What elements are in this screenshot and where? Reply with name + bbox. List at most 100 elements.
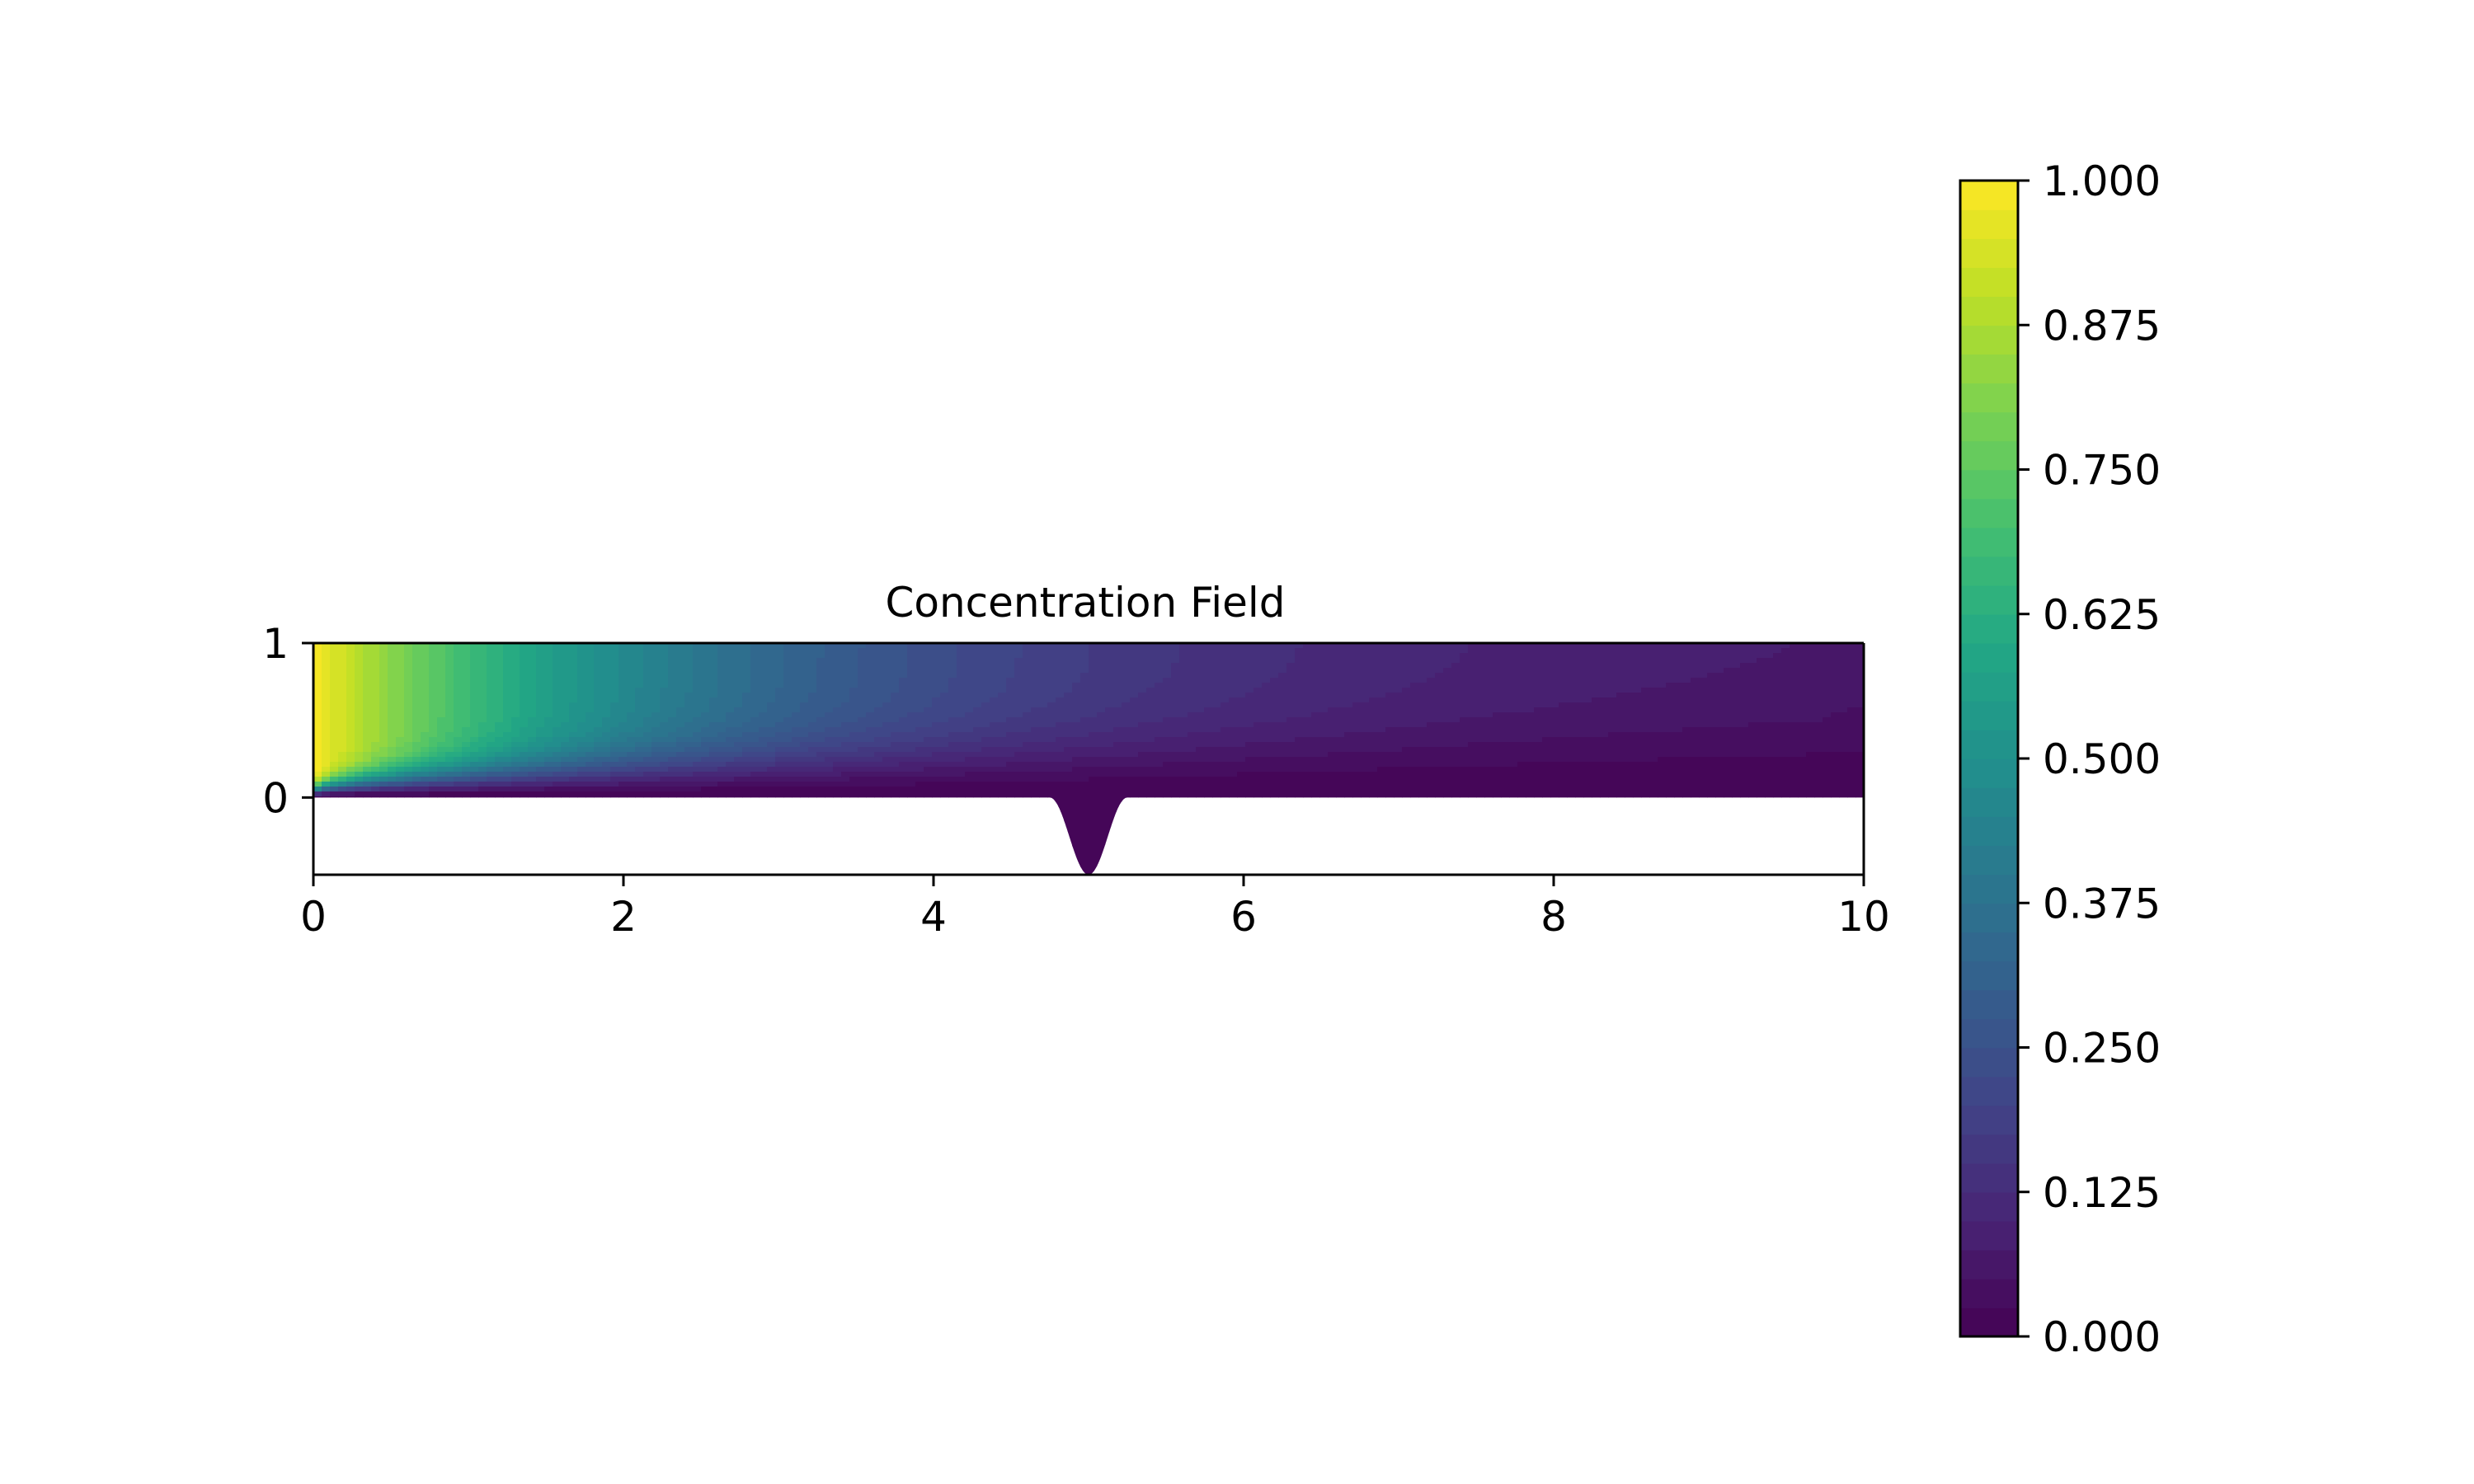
field-cell <box>651 806 661 812</box>
field-cell <box>478 826 487 832</box>
field-cell <box>487 836 496 842</box>
field-cell <box>577 678 586 683</box>
field-cell <box>1064 767 1073 773</box>
field-cell <box>511 861 520 866</box>
field-cell <box>973 717 982 723</box>
field-cell <box>388 732 397 738</box>
field-cell <box>618 663 628 669</box>
field-cell <box>462 801 471 807</box>
field-cell <box>371 648 380 654</box>
field-cell <box>825 643 834 649</box>
field-cell <box>594 653 603 659</box>
field-cell <box>1064 782 1073 787</box>
field-cell <box>1171 866 1180 871</box>
field-cell <box>363 737 372 743</box>
field-cell <box>379 772 388 777</box>
field-cell <box>1097 856 1106 862</box>
field-cell <box>742 787 751 792</box>
field-cell <box>610 653 619 659</box>
field-cell <box>825 673 834 679</box>
field-cell <box>388 782 397 787</box>
field-cell <box>478 688 487 693</box>
field-cell <box>487 791 496 797</box>
field-cell <box>1113 747 1122 753</box>
field-cell <box>618 702 628 708</box>
field-cell <box>759 796 768 802</box>
field-cell <box>709 712 718 718</box>
field-cell <box>965 767 974 773</box>
field-cell <box>503 856 512 862</box>
field-cell <box>379 851 388 857</box>
field-cell <box>924 772 933 777</box>
field-cell <box>1056 791 1065 797</box>
field-cell <box>1080 801 1089 807</box>
field-cell <box>379 648 388 654</box>
field-cell <box>635 727 644 733</box>
field-cell <box>849 856 858 862</box>
field-cell <box>849 727 858 733</box>
field-cell <box>1064 791 1073 797</box>
field-cell <box>569 702 578 708</box>
field-cell <box>940 796 949 802</box>
field-cell <box>421 697 430 703</box>
field-cell <box>1163 806 1172 812</box>
field-cell <box>775 752 784 758</box>
field-cell <box>932 791 941 797</box>
field-cell <box>717 693 727 698</box>
field-cell <box>635 737 644 743</box>
field-cell <box>684 712 694 718</box>
field-cell <box>536 717 545 723</box>
field-cell <box>1023 772 1032 777</box>
field-cell <box>1105 762 1114 768</box>
field-cell <box>1080 787 1089 792</box>
field-cell <box>874 846 883 852</box>
field-cell <box>709 717 718 723</box>
field-cell <box>602 801 611 807</box>
field-cell <box>421 737 430 743</box>
field-cell <box>330 806 339 812</box>
field-cell <box>1080 663 1089 669</box>
field-cell <box>858 762 867 768</box>
field-cell <box>948 707 957 713</box>
field-cell <box>651 777 661 782</box>
field-cell <box>1023 697 1032 703</box>
field-cell <box>775 816 784 822</box>
field-cell <box>553 678 562 683</box>
field-cell <box>511 841 520 847</box>
field-cell <box>610 841 619 847</box>
field-cell <box>792 777 801 782</box>
field-cell <box>322 643 331 649</box>
field-cell <box>1047 796 1056 802</box>
field-cell <box>388 747 397 753</box>
field-cell <box>800 772 809 777</box>
field-cell <box>660 722 669 728</box>
field-cell <box>981 777 990 782</box>
field-cell <box>577 737 586 743</box>
field-cell <box>1105 791 1114 797</box>
field-cell <box>429 777 438 782</box>
field-cell <box>668 856 677 862</box>
field-cell <box>536 851 545 857</box>
field-cell <box>437 757 446 763</box>
field-cell <box>487 821 496 827</box>
field-cell <box>915 663 924 669</box>
field-cell <box>940 752 949 758</box>
field-cell <box>1064 796 1073 802</box>
field-cell <box>536 782 545 787</box>
field-cell <box>618 752 628 758</box>
field-cell <box>957 658 966 664</box>
field-cell <box>1146 727 1155 733</box>
field-cell <box>511 688 520 693</box>
field-cell <box>849 653 858 659</box>
field-cell <box>990 688 999 693</box>
field-cell <box>618 683 628 688</box>
field-cell <box>635 742 644 748</box>
field-cell <box>800 693 809 698</box>
field-cell <box>1023 782 1032 787</box>
field-cell <box>618 851 628 857</box>
field-cell <box>1064 653 1073 659</box>
field-cell <box>643 861 652 866</box>
field-cell <box>635 772 644 777</box>
field-cell <box>1006 742 1015 748</box>
